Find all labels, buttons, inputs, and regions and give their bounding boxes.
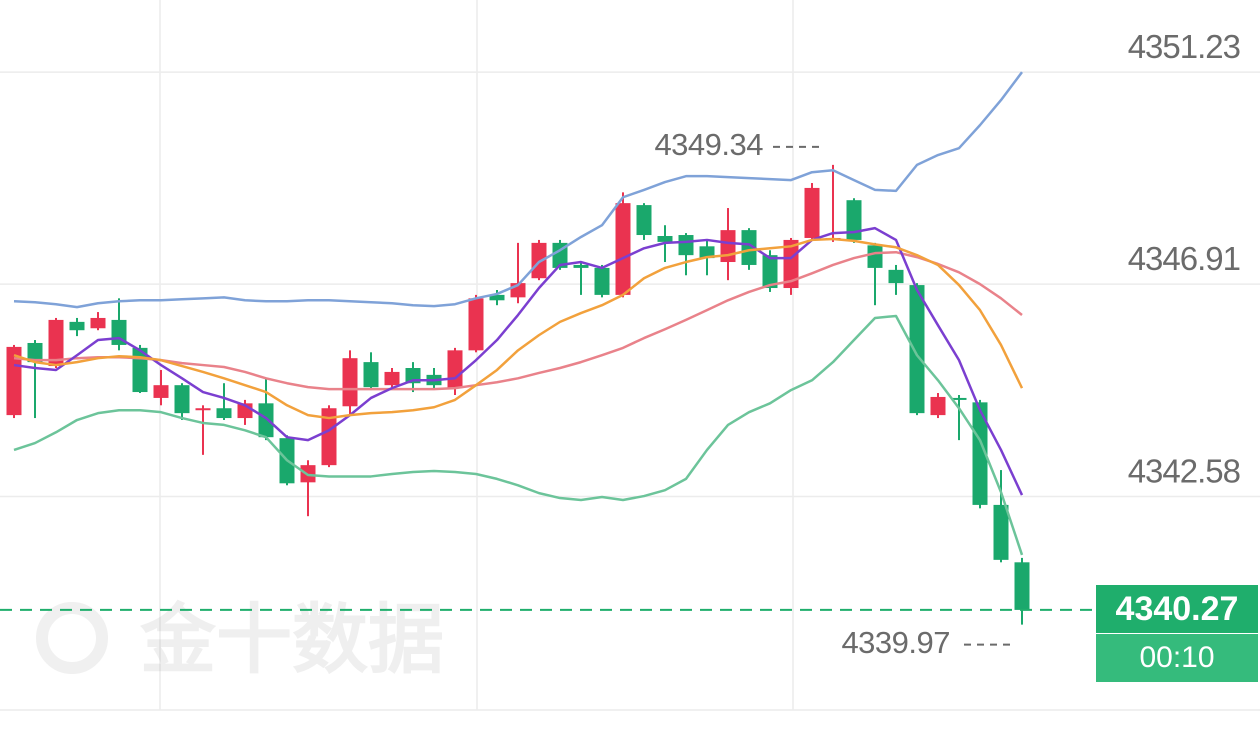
candle-body (762, 255, 778, 289)
candle-body (489, 294, 505, 301)
candle-body (1014, 562, 1030, 610)
candle-body (342, 358, 358, 407)
candle-body (657, 236, 673, 242)
candle-body (804, 187, 820, 238)
candle-body (783, 239, 799, 289)
candle-body (447, 350, 463, 389)
indicator-line (13, 314, 1024, 556)
candle-body (972, 402, 988, 505)
candle-body (930, 396, 946, 416)
candle-body (531, 242, 547, 279)
candle-body (69, 321, 85, 331)
y-tick-label: 4342.58 (1128, 453, 1240, 490)
countdown: 00:10 (1139, 641, 1214, 674)
indicator-line (13, 226, 1024, 496)
candle-body (909, 285, 925, 414)
indicator-line (13, 250, 1023, 391)
candle-body (153, 385, 169, 398)
candle-body (216, 408, 232, 419)
candle-body (888, 269, 904, 284)
current-price: 4340.27 (1116, 590, 1239, 628)
candle-body (678, 235, 694, 256)
candle-body (720, 230, 736, 263)
candle-body (594, 267, 610, 295)
candle-body (48, 319, 64, 367)
candle-body (846, 200, 862, 240)
candle-body (195, 408, 211, 411)
candle-body (615, 203, 631, 295)
y-tick-label: 4346.91 (1128, 240, 1240, 277)
plot-area: 4351.23 4346.91 4342.58 4349.34 4339.97 (0, 28, 1260, 660)
candle-body (699, 246, 715, 259)
price-box-bottom (1096, 634, 1258, 682)
min-price-label: 4339.97 (841, 625, 950, 660)
candle-body (384, 371, 400, 386)
candle-body (27, 342, 43, 363)
candle-body (321, 408, 337, 466)
watermark-text: 金十数据 (139, 598, 444, 683)
candle-body (951, 397, 967, 400)
max-price-label: 4349.34 (654, 127, 763, 162)
candle-body (636, 205, 652, 236)
indicator-line (13, 237, 1024, 420)
candle-body (741, 230, 757, 265)
candle-body (363, 362, 379, 388)
candle-body (258, 403, 274, 438)
candle-body (174, 385, 190, 414)
candle-body (573, 264, 589, 268)
candle-body (867, 245, 883, 268)
candle-body (90, 317, 106, 329)
watermark: 金十数据 (36, 598, 444, 683)
candle-body (993, 504, 1009, 560)
time-grid (0, 0, 1260, 711)
watermark-logo (36, 602, 108, 674)
candle-body (6, 346, 22, 416)
indicator-line (13, 71, 1023, 309)
candle-body (468, 298, 484, 351)
price-box-top (1096, 585, 1258, 633)
price-box: 4340.27 00:10 (1096, 585, 1258, 682)
y-tick-label: 4351.23 (1128, 28, 1240, 65)
